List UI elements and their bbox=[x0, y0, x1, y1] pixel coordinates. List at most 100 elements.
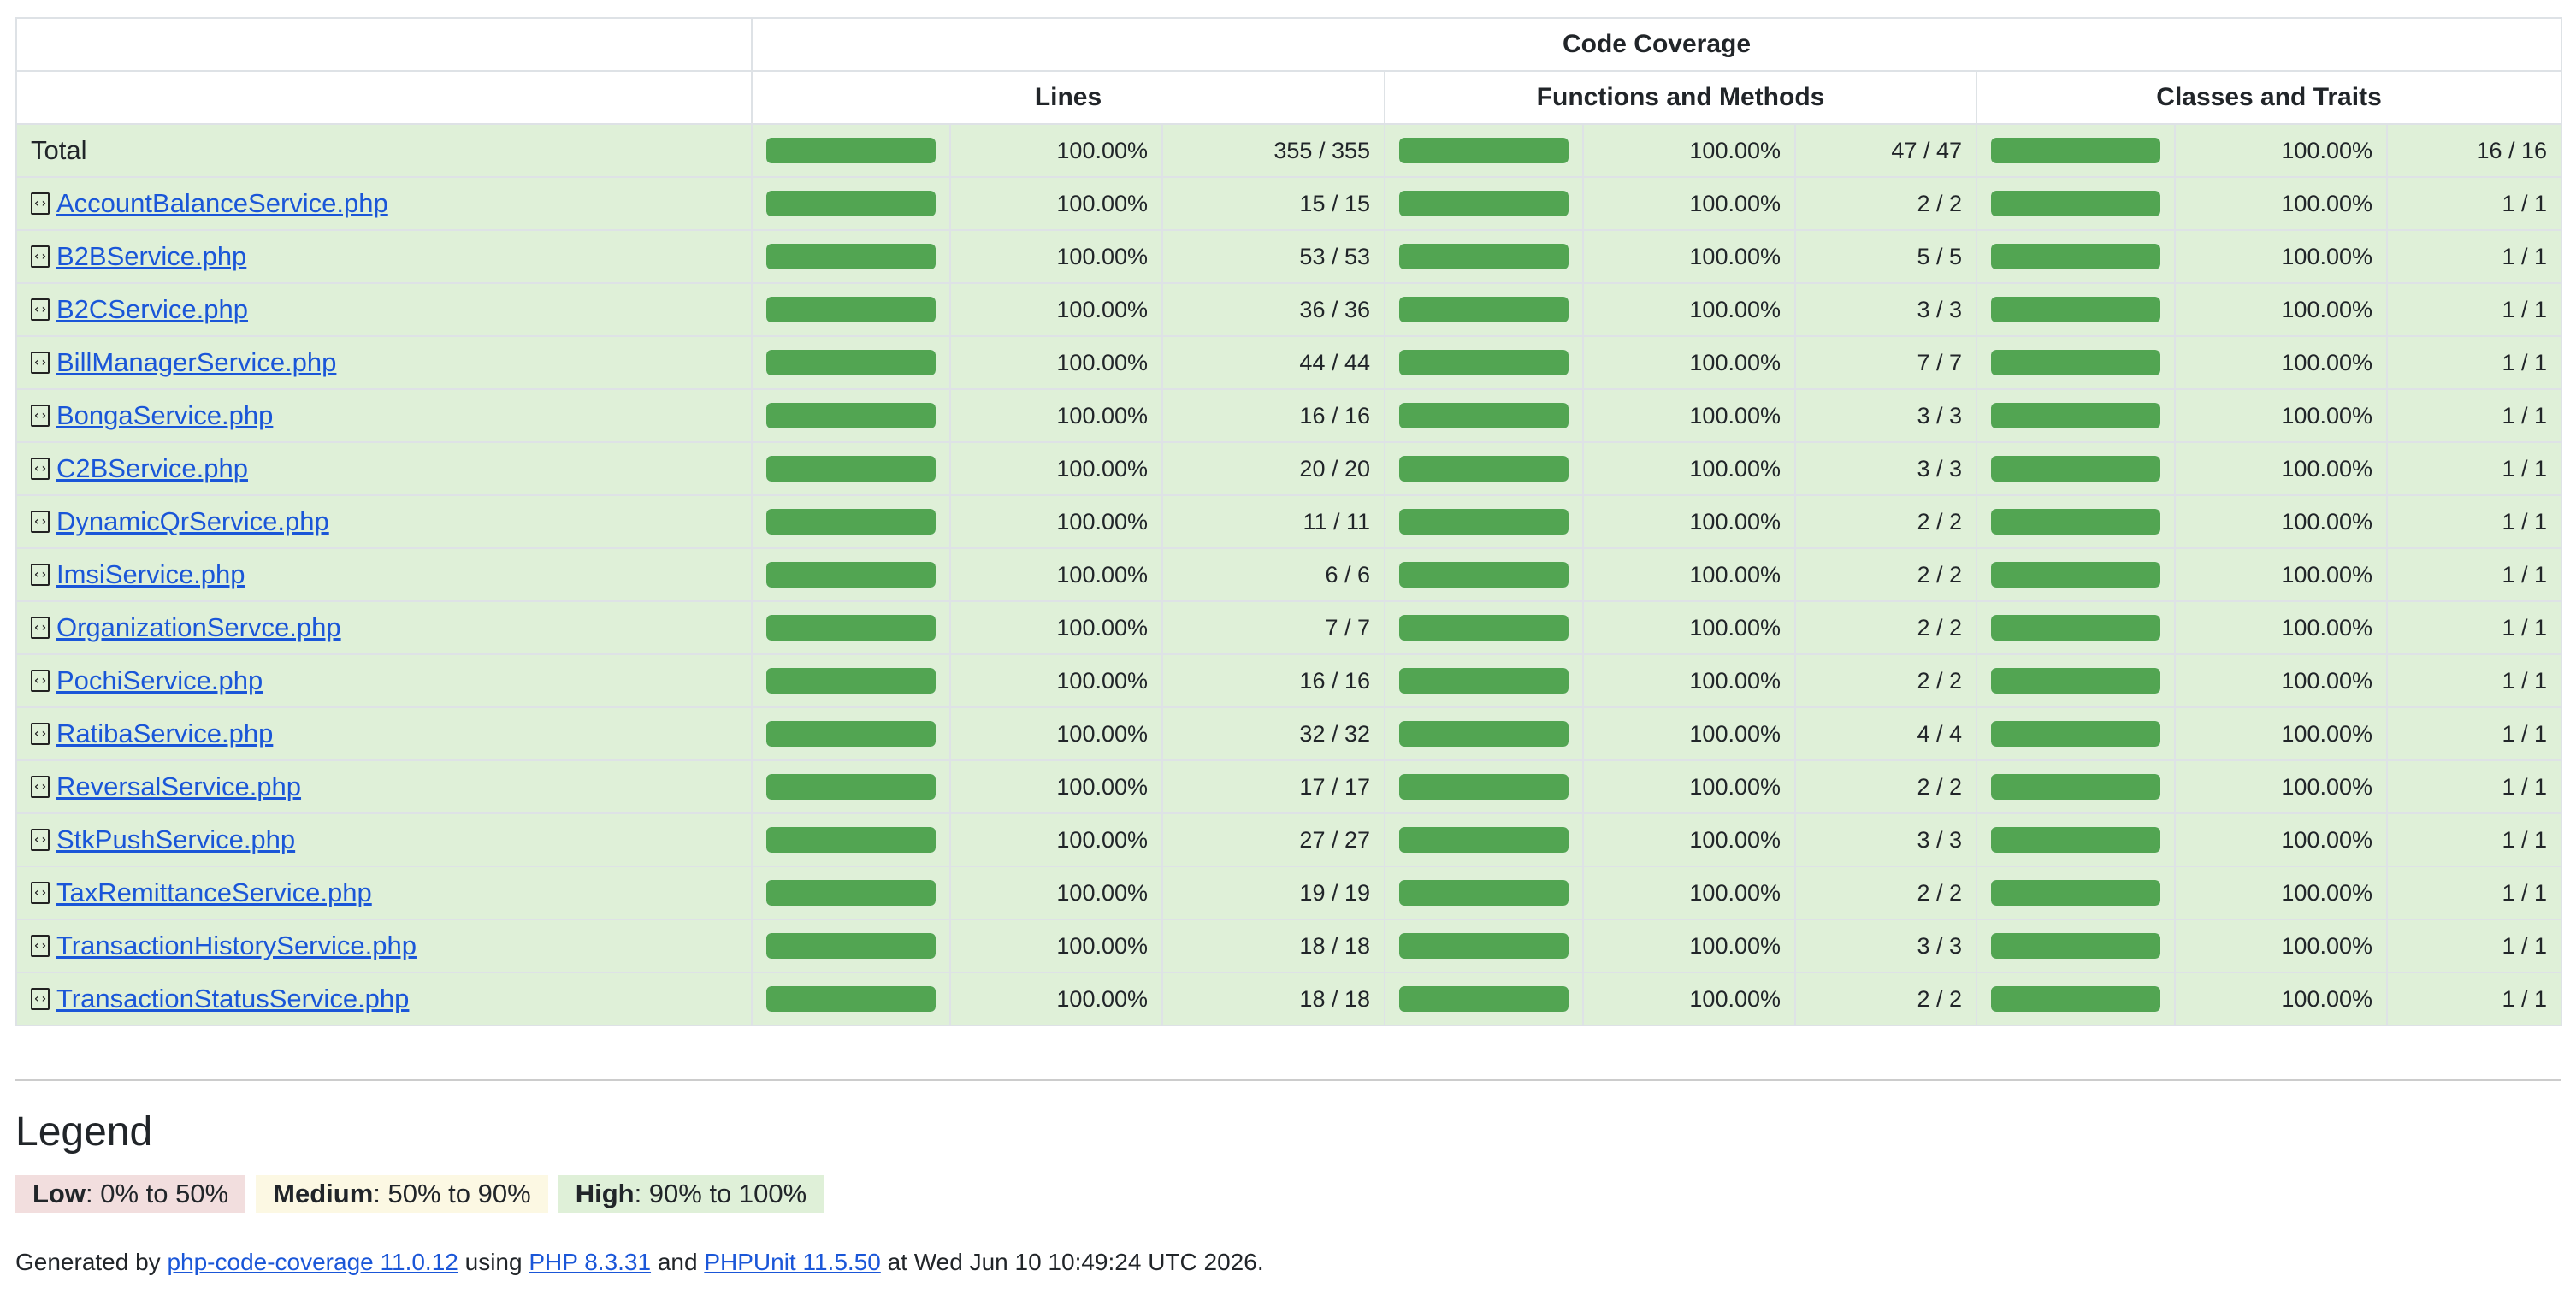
file-link[interactable]: TransactionHistoryService.php bbox=[56, 931, 417, 960]
lines-count: 16 / 16 bbox=[1161, 388, 1385, 443]
lines-bar-cell bbox=[751, 600, 951, 655]
table-row: ‹› B2BService.php 100.00% 53 / 53 100.00% 5 /… bbox=[15, 229, 2563, 284]
lines-count: 20 / 20 bbox=[1161, 441, 1385, 496]
functions-progress-bar bbox=[1399, 509, 1569, 535]
functions-percent: 100.00% bbox=[1582, 547, 1796, 602]
phpunit-link[interactable]: PHPUnit 11.5.50 bbox=[704, 1249, 881, 1275]
lines-bar-cell bbox=[751, 706, 951, 761]
lines-bar-cell bbox=[751, 388, 951, 443]
lines-percent: 100.00% bbox=[949, 706, 1163, 761]
php-link[interactable]: PHP 8.3.31 bbox=[529, 1249, 652, 1275]
code-file-icon: ‹› bbox=[31, 776, 50, 798]
functions-progress-fill bbox=[1399, 403, 1569, 428]
file-link[interactable]: DynamicQrService.php bbox=[56, 506, 329, 536]
functions-bar-cell bbox=[1384, 759, 1584, 814]
classes-percent: 100.00% bbox=[2174, 176, 2388, 231]
functions-count: 3 / 3 bbox=[1794, 441, 1977, 496]
lines-progress-bar bbox=[766, 615, 936, 641]
lines-count: 17 / 17 bbox=[1161, 759, 1385, 814]
file-link[interactable]: OrganizationServce.php bbox=[56, 612, 341, 642]
file-name-cell: ‹› StkPushService.php bbox=[15, 812, 753, 867]
classes-progress-bar bbox=[1991, 138, 2160, 163]
lines-bar-cell bbox=[751, 919, 951, 973]
file-name-cell: ‹› C2BService.php bbox=[15, 441, 753, 496]
legend-high-range: : 90% to 100% bbox=[634, 1179, 807, 1208]
classes-progress-fill bbox=[1991, 827, 2160, 853]
functions-bar-cell bbox=[1384, 494, 1584, 549]
lines-percent: 100.00% bbox=[949, 176, 1163, 231]
code-file-icon: ‹› bbox=[31, 564, 50, 586]
lines-progress-fill bbox=[766, 562, 936, 588]
table-row: ‹› DynamicQrService.php 100.00% 11 / 11 100.… bbox=[15, 494, 2563, 549]
lines-count: 53 / 53 bbox=[1161, 229, 1385, 284]
file-link[interactable]: AccountBalanceService.php bbox=[56, 188, 388, 218]
classes-bar-cell bbox=[1976, 441, 2176, 496]
total-label: Total bbox=[31, 135, 87, 165]
functions-bar-cell bbox=[1384, 335, 1584, 390]
classes-percent: 100.00% bbox=[2174, 653, 2388, 708]
lines-progress-fill bbox=[766, 774, 936, 800]
classes-count: 1 / 1 bbox=[2385, 600, 2563, 655]
lines-percent: 100.00% bbox=[949, 335, 1163, 390]
file-link[interactable]: PochiService.php bbox=[56, 665, 263, 695]
functions-progress-fill bbox=[1399, 244, 1569, 269]
file-link[interactable]: BillManagerService.php bbox=[56, 347, 337, 377]
file-link[interactable]: ReversalService.php bbox=[56, 771, 302, 801]
table-row: ‹› BillManagerService.php 100.00% 44 / 44 10… bbox=[15, 335, 2563, 390]
classes-progress-bar bbox=[1991, 403, 2160, 428]
lines-progress-fill bbox=[766, 933, 936, 959]
functions-progress-bar bbox=[1399, 456, 1569, 482]
functions-count: 2 / 2 bbox=[1794, 972, 1977, 1026]
functions-count: 5 / 5 bbox=[1794, 229, 1977, 284]
classes-progress-bar bbox=[1991, 191, 2160, 216]
classes-progress-fill bbox=[1991, 191, 2160, 216]
functions-bar-cell bbox=[1384, 123, 1584, 178]
lines-progress-fill bbox=[766, 403, 936, 428]
classes-progress-fill bbox=[1991, 562, 2160, 588]
classes-progress-fill bbox=[1991, 456, 2160, 482]
classes-progress-fill bbox=[1991, 350, 2160, 375]
php-code-coverage-link[interactable]: php-code-coverage 11.0.12 bbox=[167, 1249, 458, 1275]
classes-percent: 100.00% bbox=[2174, 759, 2388, 814]
file-name-cell: ‹› OrganizationServce.php bbox=[15, 600, 753, 655]
classes-progress-bar bbox=[1991, 509, 2160, 535]
classes-bar-cell bbox=[1976, 335, 2176, 390]
file-name-cell: ‹› ReversalService.php bbox=[15, 759, 753, 814]
classes-count: 1 / 1 bbox=[2385, 388, 2563, 443]
legend-medium: Medium: 50% to 90% bbox=[256, 1175, 548, 1213]
functions-percent: 100.00% bbox=[1582, 229, 1796, 284]
file-link[interactable]: BongaService.php bbox=[56, 400, 274, 430]
code-file-icon: ‹› bbox=[31, 245, 50, 268]
classes-progress-fill bbox=[1991, 721, 2160, 747]
classes-percent: 100.00% bbox=[2174, 335, 2388, 390]
file-link[interactable]: B2BService.php bbox=[56, 241, 247, 271]
code-file-icon: ‹› bbox=[31, 298, 50, 321]
file-link[interactable]: RatibaService.php bbox=[56, 718, 274, 748]
file-link[interactable]: StkPushService.php bbox=[56, 824, 296, 854]
file-link[interactable]: ImsiService.php bbox=[56, 559, 245, 589]
classes-bar-cell bbox=[1976, 176, 2176, 231]
file-link[interactable]: TransactionStatusService.php bbox=[56, 984, 410, 1013]
classes-percent: 100.00% bbox=[2174, 919, 2388, 973]
classes-count: 1 / 1 bbox=[2385, 812, 2563, 867]
functions-progress-bar bbox=[1399, 827, 1569, 853]
file-link[interactable]: TaxRemittanceService.php bbox=[56, 878, 372, 907]
file-link[interactable]: C2BService.php bbox=[56, 453, 249, 483]
functions-progress-bar bbox=[1399, 721, 1569, 747]
legend-low-range: : 0% to 50% bbox=[86, 1179, 229, 1208]
functions-count: 2 / 2 bbox=[1794, 494, 1977, 549]
lines-progress-fill bbox=[766, 615, 936, 641]
classes-count: 1 / 1 bbox=[2385, 229, 2563, 284]
classes-bar-cell bbox=[1976, 229, 2176, 284]
table-row: ‹› ReversalService.php 100.00% 17 / 17 100.0… bbox=[15, 759, 2563, 814]
functions-progress-fill bbox=[1399, 456, 1569, 482]
functions-progress-fill bbox=[1399, 615, 1569, 641]
functions-progress-fill bbox=[1399, 297, 1569, 322]
lines-percent: 100.00% bbox=[949, 123, 1163, 178]
classes-bar-cell bbox=[1976, 123, 2176, 178]
lines-progress-bar bbox=[766, 456, 936, 482]
lines-progress-fill bbox=[766, 456, 936, 482]
file-link[interactable]: B2CService.php bbox=[56, 294, 249, 324]
legend-low-label: Low bbox=[32, 1179, 86, 1208]
table-row: ‹› ImsiService.php 100.00% 6 / 6 100.00% 2 / … bbox=[15, 547, 2563, 602]
